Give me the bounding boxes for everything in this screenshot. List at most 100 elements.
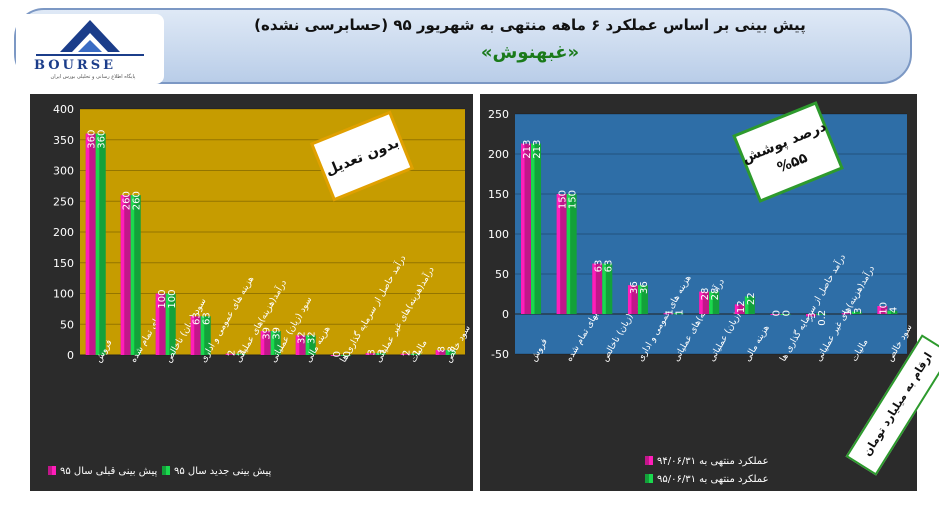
bar-highlight [806,314,810,317]
bar [155,293,166,355]
bar [521,143,532,314]
bar-highlight [744,296,749,314]
y-tick-label: 0 [67,349,74,362]
bar [375,353,386,355]
y-tick-label: 150 [53,257,74,270]
data-label: 100 [167,290,178,309]
data-label: 0 [332,351,343,357]
bar-highlight [85,133,90,355]
data-label: 32 [307,331,318,344]
bar-highlight [627,285,632,314]
bar [602,263,613,314]
data-label: 39 [272,327,283,340]
bar [340,355,351,356]
bar-highlight [877,306,881,314]
bar-highlight [295,335,300,355]
bar [851,311,862,314]
bar [365,353,376,355]
data-label: 3 [367,349,378,355]
data-label: 28 [710,288,721,301]
bar [566,194,577,314]
badge-box [732,101,844,203]
legend-swatch-highlight [52,466,56,475]
data-label: 63 [202,312,213,325]
logo-subtitle: پایگاه اطلاع رسانی و تحلیلی بورس ایران [50,74,136,80]
bar [305,335,316,355]
bar-highlight [841,313,846,315]
bar [435,350,446,355]
bar [637,285,648,314]
bar [120,195,131,355]
bar [95,133,106,355]
data-label: 32 [297,331,308,344]
badge: بدون تعدیل [309,110,415,202]
bar [709,291,720,314]
bar [295,335,306,355]
bar [445,350,456,355]
data-label: 1 [665,309,676,315]
bar [744,296,755,314]
bar [260,331,271,355]
bar [770,314,781,315]
bar-highlight [270,331,275,355]
bar [841,313,852,315]
data-label: 150 [558,190,569,209]
data-label: 39 [262,327,273,340]
bar [410,353,421,355]
bar-highlight [851,311,856,314]
legend-swatch-highlight [649,456,653,465]
data-label: 260 [122,191,133,210]
bar-highlight [95,133,100,355]
legend-swatch [645,456,649,465]
bar-highlight [410,353,415,355]
data-label: 36 [639,281,650,294]
legend-swatch [48,466,52,475]
bar [200,316,211,355]
bar-highlight [816,313,820,315]
data-label: 100 [157,290,168,309]
data-label: 63 [192,312,203,325]
logo-emblem-icon [36,20,144,56]
bar-highlight [400,353,405,355]
y-tick-label: 250 [53,195,74,208]
data-label: 3 [377,349,388,355]
data-label: 2 [412,350,423,356]
bar [531,143,542,314]
bar [673,313,684,315]
data-label: 28 [700,288,711,301]
bar [270,331,281,355]
data-label: 0 [781,310,792,316]
data-label: 63 [593,260,604,273]
y-tick-label: 150 [488,188,509,201]
data-label: 1 [843,309,854,315]
bar-highlight [225,353,230,355]
legend-label: پیش بینی جدید سال ۹۵ [174,466,272,477]
logo: BOURSE پایگاه اطلاع رسانی و تحلیلی بورس … [16,14,164,84]
data-label: 360 [87,130,98,149]
y-tick-label: 100 [488,228,509,241]
y-tick-label: 400 [53,103,74,116]
data-label: 12 [736,300,747,313]
bar-highlight [155,293,160,355]
bar-highlight [435,350,440,355]
bar [734,304,745,314]
bar [400,353,411,355]
data-label: 0 [342,351,353,357]
bar-highlight [887,310,891,314]
data-label: -3 [807,312,818,322]
legend-swatch [645,474,649,483]
bar-highlight [340,355,345,356]
bar-highlight [375,353,380,355]
bar [877,306,888,314]
badge: درصد پوشش%۵۵ [732,101,844,203]
bar-highlight [602,263,606,314]
data-label: 10 [878,302,889,315]
bar [556,194,567,314]
chart-panel-right: -50 0 50 100 150 200 250 213 213 فروش 150 150 بهای ت… [480,94,917,491]
bar [887,310,898,314]
data-label: 22 [746,292,757,305]
page-title: پیش بینی بر اساس عملکرد ۶ ماهه منتهی به … [254,16,806,34]
bar-highlight [699,291,703,314]
bar-highlight [556,194,561,314]
